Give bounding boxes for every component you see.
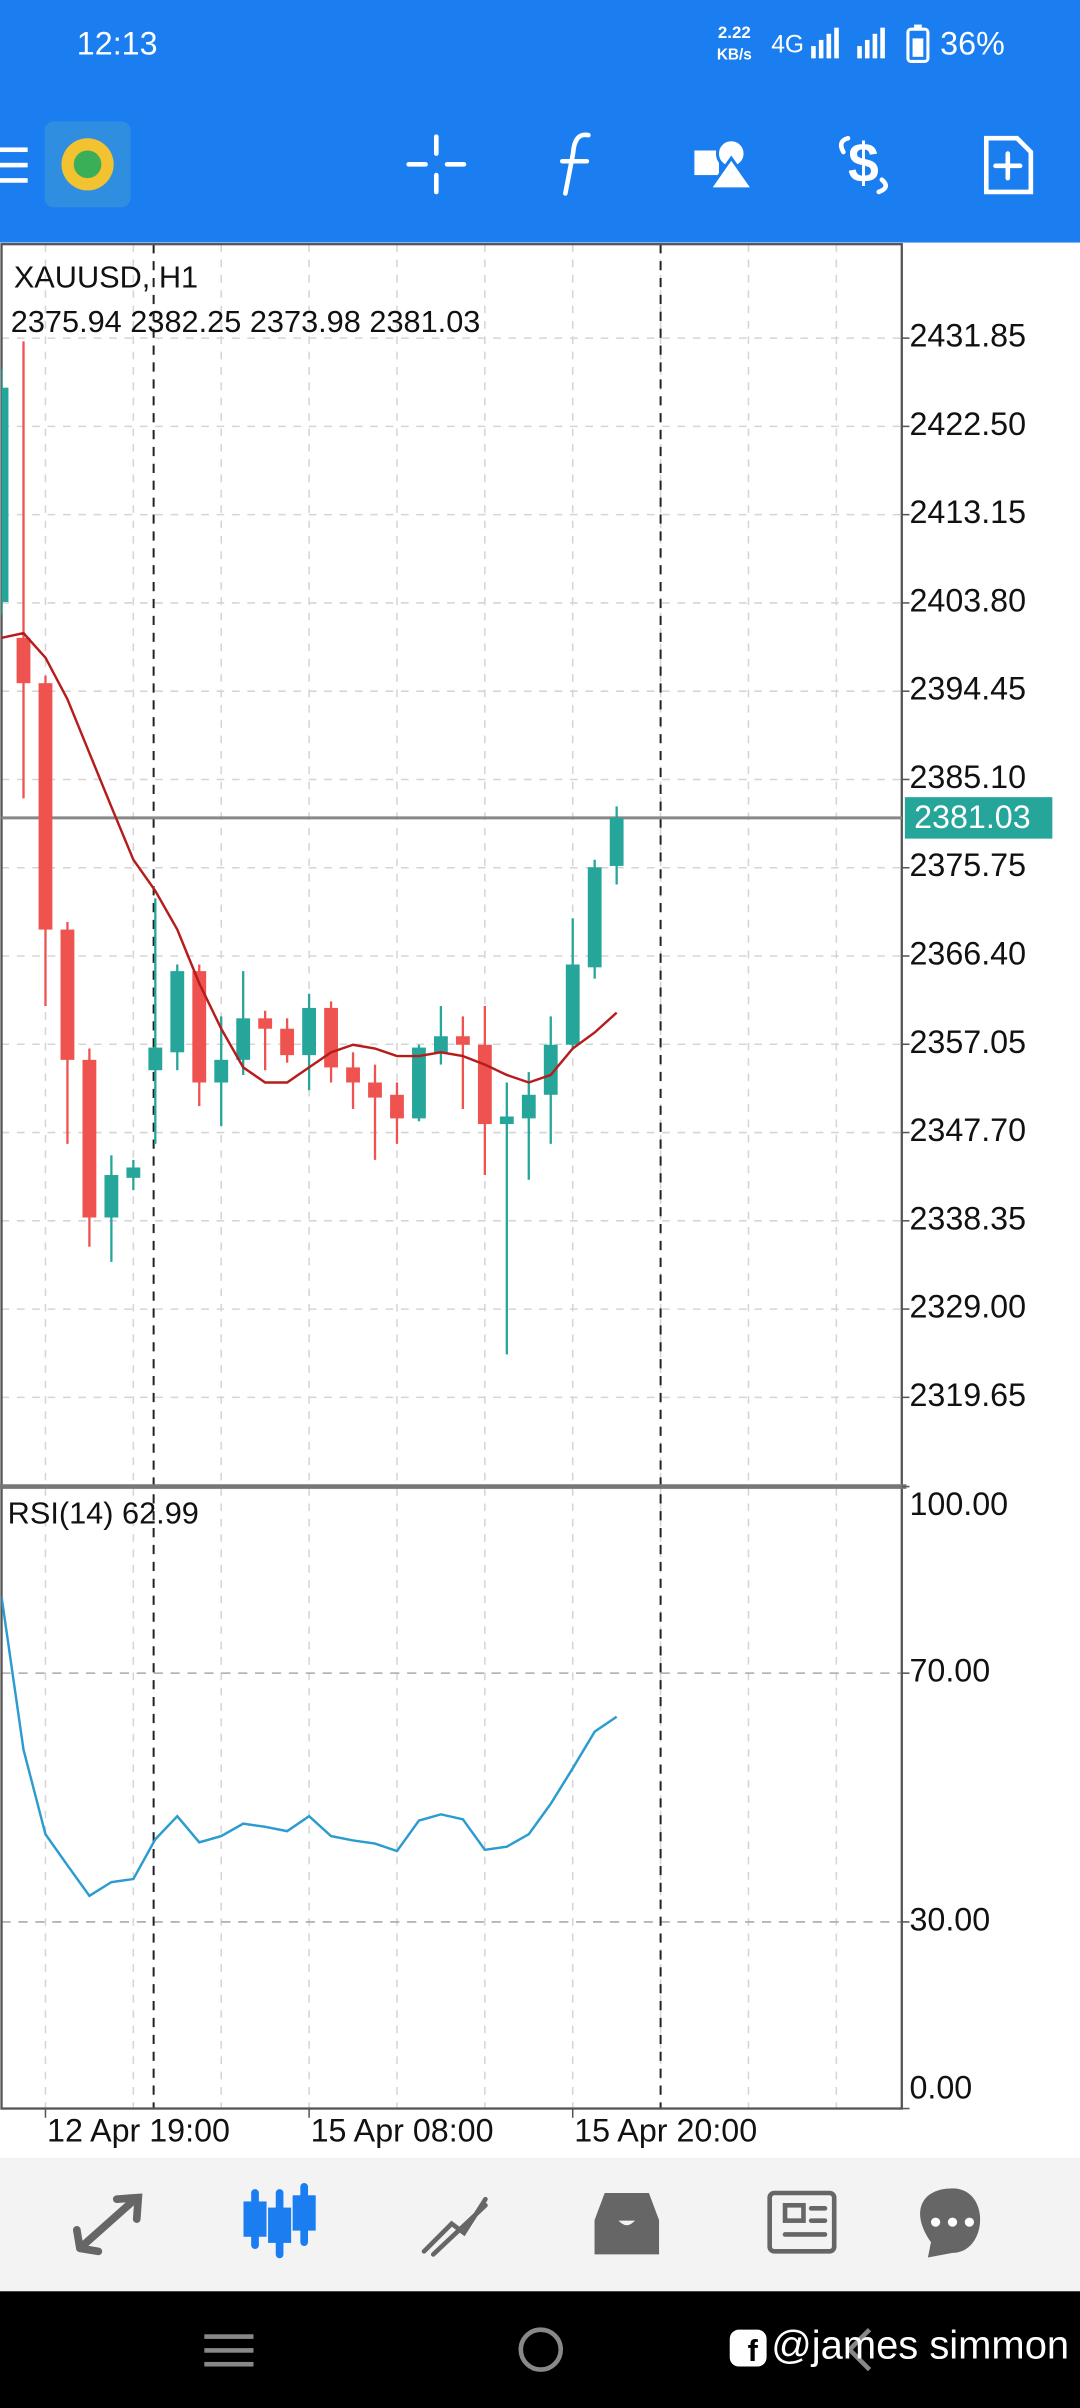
candles <box>1 341 624 1355</box>
rsi-tick-label: 30.00 <box>909 1901 990 1937</box>
candle-body <box>433 1036 448 1053</box>
system-nav <box>0 2291 1080 2408</box>
y-tick-label: 2366.40 <box>909 936 1026 972</box>
y-tick-label: 2422.50 <box>909 406 1026 442</box>
quotes-tab[interactable] <box>72 2193 143 2256</box>
rsi <box>1 1596 618 1898</box>
y-tick-label: 2319.65 <box>909 1377 1026 1413</box>
x-tick-label: 15 Apr 08:00 <box>311 2113 494 2149</box>
rsi-line <box>1 1596 618 1898</box>
y-tick-label: 2357.05 <box>909 1024 1026 1060</box>
candle-body <box>148 1047 163 1071</box>
y-tick-label: 2329.00 <box>909 1289 1026 1325</box>
app-icon[interactable] <box>44 121 131 208</box>
menu-button[interactable] <box>0 147 28 183</box>
candle-body <box>609 817 624 866</box>
candle-body <box>368 1082 382 1098</box>
svg-text:f: f <box>748 2333 759 2368</box>
ohlc-label: 2375.94 2382.25 2373.98 2381.03 <box>11 304 481 339</box>
candle-body <box>280 1028 295 1056</box>
candle-body <box>455 1036 470 1045</box>
candle-body <box>587 867 602 968</box>
rsi-tick-label: 0.00 <box>909 2070 972 2106</box>
app-header <box>0 0 1080 243</box>
crosshair-button[interactable] <box>406 134 467 195</box>
trade-tab[interactable] <box>421 2196 488 2257</box>
candle-body <box>499 1116 514 1125</box>
indicators-button[interactable] <box>559 132 591 196</box>
rsi-name: RSI(14) <box>8 1496 114 1531</box>
y-tick-label: 2338.35 <box>909 1200 1026 1236</box>
chat-tab[interactable] <box>920 2188 981 2258</box>
objects-button[interactable] <box>694 138 756 191</box>
candle-body <box>170 971 185 1053</box>
ohlc-close: 2381.03 <box>369 304 480 339</box>
moving-average <box>1 631 618 1084</box>
watermark: @james simmon <box>771 2324 1069 2368</box>
x-tick-label: 12 Apr 19:00 <box>47 2113 230 2149</box>
y-tick-label: 2385.10 <box>909 759 1026 795</box>
network: 4G <box>771 32 804 59</box>
candle-body <box>412 1047 426 1119</box>
back-button[interactable] <box>846 2328 872 2372</box>
rsi-tick-label: 100.00 <box>909 1486 1008 1522</box>
rsi-tick-label: 70.00 <box>909 1653 990 1689</box>
ohlc-low: 2373.98 <box>250 304 361 339</box>
candle-body <box>236 1018 251 1060</box>
candle-body <box>60 929 75 1060</box>
candle-body <box>258 1018 273 1029</box>
signal-icons <box>811 24 930 63</box>
y-tick-label: 2403.80 <box>909 582 1026 618</box>
news-tab[interactable] <box>767 2190 837 2254</box>
status-time: 12:13 <box>77 26 158 62</box>
candle-body <box>477 1044 492 1125</box>
candle-body <box>521 1094 536 1119</box>
candle-body <box>214 1059 229 1083</box>
y-tick-label: 2375.75 <box>909 847 1026 883</box>
new-order-button[interactable] <box>983 135 1034 195</box>
bottom-nav <box>0 2157 1080 2292</box>
candle-body <box>390 1094 404 1119</box>
candle-body <box>126 1167 141 1178</box>
candle-body <box>565 964 580 1045</box>
candle-body <box>192 971 207 1083</box>
rsi-value: 62.99 <box>122 1496 199 1531</box>
candle-body <box>1 387 9 602</box>
y-tick-label: 2413.15 <box>909 494 1026 530</box>
chart-area <box>0 242 1080 2158</box>
y-tick-label: 2347.70 <box>909 1112 1026 1148</box>
candle-body <box>543 1044 558 1095</box>
candle-body <box>324 1007 338 1068</box>
battery: 36% <box>940 26 1005 62</box>
svg-text:$: $ <box>848 132 879 194</box>
candle-body <box>82 1059 97 1218</box>
recent-apps-button[interactable] <box>204 2334 254 2367</box>
last-price-label: 2381.03 <box>914 799 1031 835</box>
rsi-label: RSI(14) 62.99 <box>8 1496 199 1531</box>
symbol-label: XAUUSD, H1 <box>14 260 198 295</box>
trade-button[interactable]: $ <box>838 132 889 195</box>
candle-body <box>302 1007 317 1056</box>
candle-body <box>38 683 53 930</box>
ohlc-open: 2375.94 <box>11 304 122 339</box>
candle-body <box>104 1175 119 1218</box>
y-tick-label: 2394.45 <box>909 671 1026 707</box>
chart-frame <box>0 243 903 2110</box>
net-speed: 2.22 <box>718 23 751 42</box>
watermark-icon: f <box>729 2329 767 2368</box>
x-tick-label: 15 Apr 20:00 <box>574 2113 757 2149</box>
history-tab[interactable] <box>594 2193 660 2255</box>
candle-body <box>346 1067 360 1083</box>
home-button[interactable] <box>518 2327 564 2372</box>
y-tick-label: 2431.85 <box>909 318 1026 354</box>
candle-body <box>16 637 31 684</box>
last-price-box <box>904 797 1053 839</box>
net-unit: KB/s <box>717 46 752 63</box>
chart-tab[interactable] <box>243 2183 316 2259</box>
ohlc-high: 2382.25 <box>130 304 241 339</box>
